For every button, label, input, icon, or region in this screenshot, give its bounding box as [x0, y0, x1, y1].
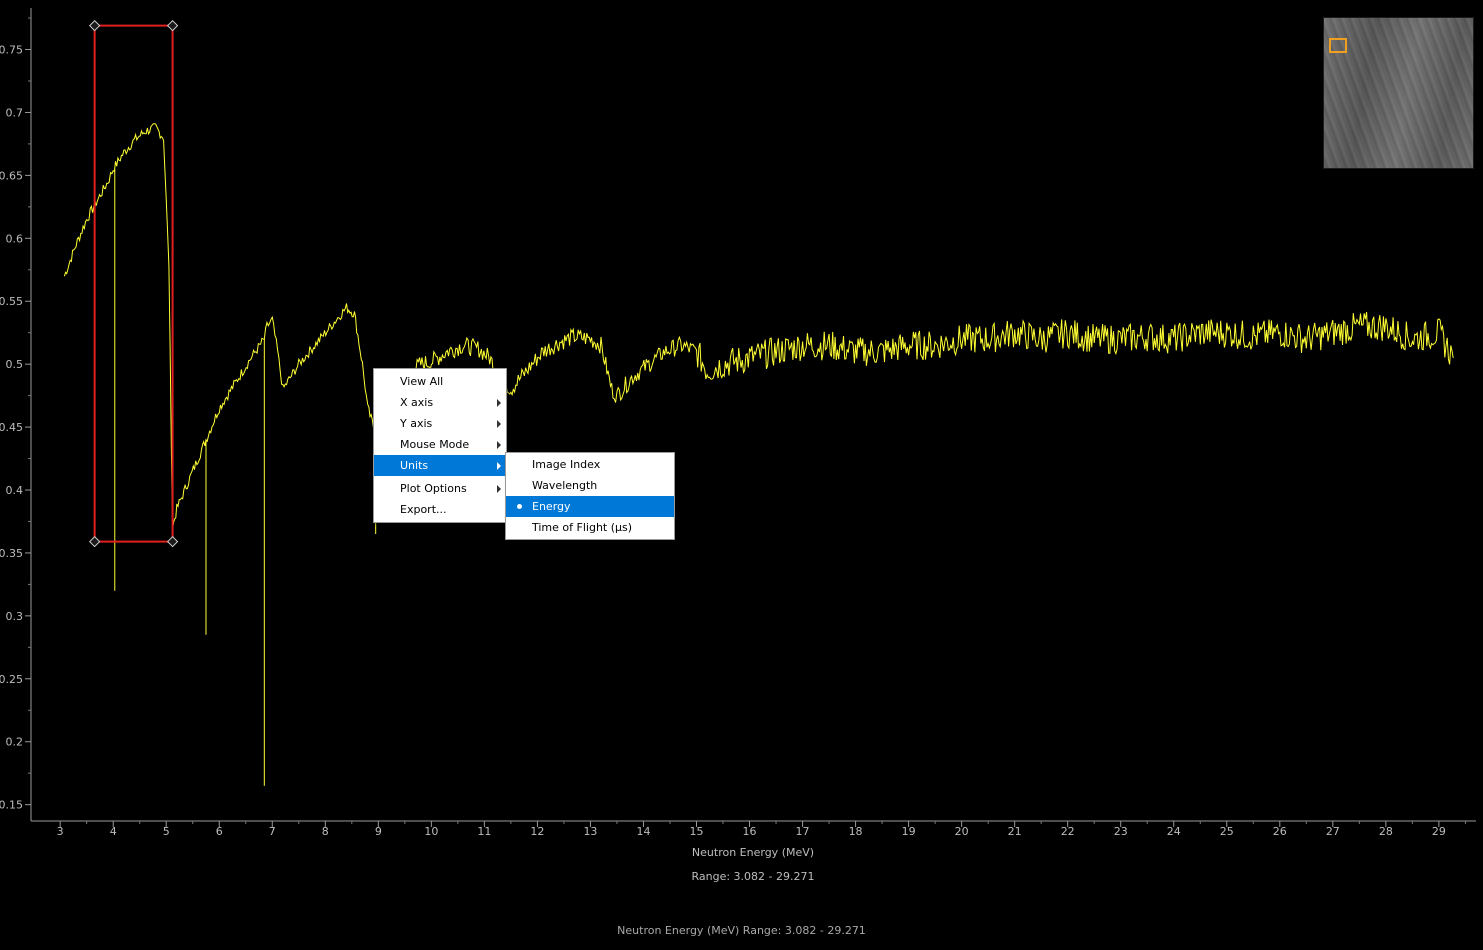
- y-tick-label: 0.55: [0, 295, 23, 308]
- x-tick-label: 29: [1432, 825, 1446, 838]
- x-tick-label: 24: [1167, 825, 1181, 838]
- y-tick-label: 0.2: [6, 736, 24, 749]
- x-axis-label: Neutron Energy (MeV): [691, 846, 815, 859]
- submenu-arrow-icon: [497, 420, 501, 428]
- menu-item-label: Y axis: [400, 417, 433, 430]
- x-tick-label: 26: [1273, 825, 1287, 838]
- roi-rectangle[interactable]: [93, 24, 174, 543]
- menu-item-label: Wavelength: [532, 479, 598, 492]
- menu-item-view-all[interactable]: View All: [374, 371, 506, 392]
- submenu-arrow-icon: [497, 462, 501, 470]
- units-image-index[interactable]: Image Index: [506, 454, 674, 475]
- x-tick-label: 3: [57, 825, 64, 838]
- submenu-arrow-icon: [497, 441, 501, 449]
- y-tick-label: 0.7: [6, 106, 24, 119]
- x-tick-label: 11: [477, 825, 491, 838]
- menu-item-label: Plot Options: [400, 482, 467, 495]
- range-label: Range: 3.082 - 29.271: [691, 870, 815, 883]
- x-tick-label: 21: [1008, 825, 1022, 838]
- y-tick-label: 0.25: [0, 673, 23, 686]
- menu-item-label: Mouse Mode: [400, 438, 470, 451]
- roi-handle[interactable]: [88, 19, 101, 32]
- y-tick-label: 0.65: [0, 169, 23, 182]
- context-menu: View All X axis Y axis Mouse Mode Units …: [373, 368, 507, 523]
- image-thumbnail[interactable]: [1323, 17, 1474, 169]
- roi-handle[interactable]: [166, 19, 179, 32]
- x-tick-label: 25: [1220, 825, 1234, 838]
- y-tick-label: 0.15: [0, 799, 23, 812]
- menu-item-label: View All: [400, 375, 444, 388]
- x-tick-label: 17: [796, 825, 810, 838]
- y-tick-label: 0.3: [6, 610, 24, 623]
- submenu-arrow-icon: [497, 485, 501, 493]
- x-tick-label: 18: [849, 825, 863, 838]
- menu-item-units[interactable]: Units: [374, 455, 506, 476]
- menu-item-plot-options[interactable]: Plot Options: [374, 478, 506, 499]
- units-energy[interactable]: Energy: [506, 496, 674, 517]
- y-tick-label: 0.5: [6, 358, 24, 371]
- y-tick-label: 0.35: [0, 547, 23, 560]
- units-submenu: Image Index Wavelength Energy Time of Fl…: [505, 452, 675, 540]
- x-tick-label: 13: [583, 825, 597, 838]
- menu-item-export[interactable]: Export...: [374, 499, 506, 520]
- menu-item-label: Units: [400, 459, 429, 472]
- status-bar-text: Neutron Energy (MeV) Range: 3.082 - 29.2…: [617, 924, 866, 937]
- x-tick-label: 9: [375, 825, 382, 838]
- x-tick-label: 23: [1114, 825, 1128, 838]
- menu-item-label: Energy: [532, 500, 571, 513]
- x-tick-label: 14: [636, 825, 650, 838]
- menu-item-label: Export...: [400, 503, 447, 516]
- x-tick-label: 4: [110, 825, 117, 838]
- units-time-of-flight[interactable]: Time of Flight (µs): [506, 517, 674, 538]
- x-tick-label: 10: [424, 825, 438, 838]
- x-tick-label: 16: [743, 825, 757, 838]
- x-tick-label: 6: [216, 825, 223, 838]
- x-tick-label: 22: [1061, 825, 1075, 838]
- y-tick-label: 0.45: [0, 421, 23, 434]
- x-tick-label: 27: [1326, 825, 1340, 838]
- menu-item-label: Time of Flight (µs): [532, 521, 633, 534]
- menu-item-y-axis[interactable]: Y axis: [374, 413, 506, 434]
- y-tick-label: 0.75: [0, 44, 23, 57]
- units-wavelength[interactable]: Wavelength: [506, 475, 674, 496]
- y-tick-label: 0.6: [6, 232, 24, 245]
- x-tick-label: 5: [163, 825, 170, 838]
- x-tick-label: 15: [689, 825, 703, 838]
- x-tick-label: 19: [902, 825, 916, 838]
- x-tick-label: 12: [530, 825, 544, 838]
- spectrum-series-line: [63, 123, 1454, 530]
- thumbnail-roi-box[interactable]: [1329, 38, 1347, 53]
- roi-handle[interactable]: [88, 535, 101, 548]
- radio-dot-icon: [517, 504, 522, 509]
- menu-item-label: X axis: [400, 396, 434, 409]
- x-tick-label: 8: [322, 825, 329, 838]
- menu-item-mouse-mode[interactable]: Mouse Mode: [374, 434, 506, 455]
- menu-item-label: Image Index: [532, 458, 601, 471]
- x-tick-label: 7: [269, 825, 276, 838]
- x-tick-label: 20: [955, 825, 969, 838]
- y-tick-label: 0.4: [6, 484, 24, 497]
- menu-item-x-axis[interactable]: X axis: [374, 392, 506, 413]
- x-tick-label: 28: [1379, 825, 1393, 838]
- roi-handle[interactable]: [166, 535, 179, 548]
- submenu-arrow-icon: [497, 399, 501, 407]
